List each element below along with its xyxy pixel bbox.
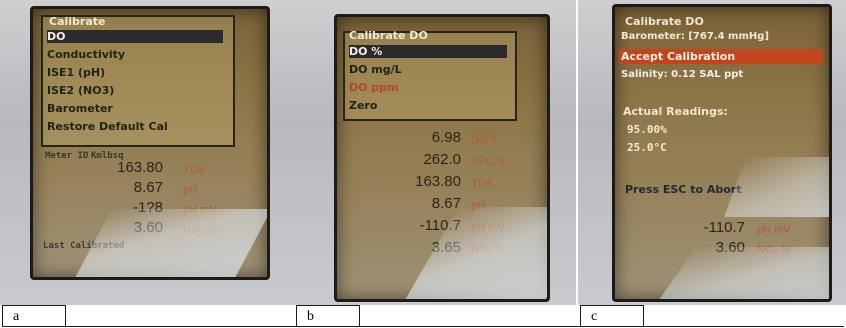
last-calibrated-text: Last Calibrated (43, 241, 125, 251)
temperature-value: 25.0°C (627, 141, 667, 154)
menu-item-restore-default[interactable]: Restore Default Cal (47, 120, 168, 133)
reading-value: -110.7 (703, 219, 745, 236)
menu-title: Calibrate (49, 15, 106, 28)
reading-value: 8.67 (133, 179, 163, 196)
reading-value: -110.7 (419, 217, 461, 234)
calibrate-do-menu: Calibrate DO DO % DO mg/L DO ppm Zero (343, 29, 517, 121)
reading-unit: TDS (183, 164, 205, 176)
panel-label-b: b (296, 305, 360, 327)
actual-readings-label: Actual Readings: (623, 105, 728, 118)
panel-c: Calibrate DO Barometer: [767.4 mmHg] Acc… (578, 0, 846, 327)
reading-value: 6.98 (431, 129, 461, 146)
meter-id-label: Meter ID (45, 151, 89, 161)
salinity-readout: Salinity: 0.12 SAL ppt (621, 69, 744, 80)
device-screen: Calibrate DO DO % DO mg/L DO ppm Zero 6.… (334, 14, 550, 302)
reading-value: 3.65 (431, 239, 461, 256)
panel-a: Calibrate DO Conductivity ISE1 (pH) ISE2… (0, 0, 298, 327)
reading-value: 262.0 (423, 151, 461, 168)
menu-item-ise2[interactable]: ISE2 (NO3) (47, 84, 115, 97)
reading-unit: DO ? (471, 134, 497, 146)
reading-unit: pH mV (471, 222, 505, 234)
reading-unit: pH mV (757, 224, 791, 236)
panel-label-a: a (2, 305, 66, 327)
reading-unit: SPC-N (471, 156, 506, 168)
accept-calibration-button[interactable]: Accept Calibration (619, 49, 823, 64)
menu-item-do-ppm[interactable]: DO ppm (349, 81, 399, 94)
reading-value: 8.67 (431, 195, 461, 212)
reading-unit: pH (471, 200, 486, 212)
do-percent-value: 95.00% (627, 123, 667, 136)
device-screen: Calibrate DO Barometer: [767.4 mmHg] Acc… (612, 4, 832, 302)
reading-value: -1?8 (132, 199, 163, 216)
screen-title: Calibrate DO (625, 15, 704, 28)
menu-item-do-percent[interactable]: DO % (349, 45, 507, 58)
meter-id-value: Kmlbsq (91, 151, 124, 161)
panel-label-c: c (580, 305, 644, 327)
calibrate-menu: Calibrate DO Conductivity ISE1 (pH) ISE2… (41, 15, 235, 147)
reading-value: 163.80 (117, 159, 163, 176)
reading-unit: NO₃-N (757, 244, 790, 256)
menu-item-barometer[interactable]: Barometer (47, 102, 113, 115)
reading-unit: pH mV (183, 204, 217, 216)
reading-unit: NO₃-N (183, 224, 216, 236)
escape-hint: Press ESC to Abort (625, 183, 742, 196)
reading-unit: TDS (471, 178, 493, 190)
reading-value: 3.60 (133, 219, 163, 236)
menu-item-do-mgl[interactable]: DO mg/L (349, 63, 402, 76)
menu-title: Calibrate DO (349, 29, 428, 42)
barometer-readout: Barometer: [767.4 mmHg] (621, 31, 769, 42)
reading-value: 163.80 (415, 173, 461, 190)
menu-item-ise1[interactable]: ISE1 (pH) (47, 66, 106, 79)
device-screen: Calibrate DO Conductivity ISE1 (pH) ISE2… (30, 6, 270, 280)
panel-b: Calibrate DO DO % DO mg/L DO ppm Zero 6.… (296, 0, 576, 327)
menu-item-do[interactable]: DO (47, 30, 223, 43)
menu-item-conductivity[interactable]: Conductivity (47, 48, 126, 61)
reading-value: 3.60 (715, 239, 745, 256)
reading-unit: NO₃-N (471, 244, 504, 256)
menu-item-zero[interactable]: Zero (349, 99, 378, 112)
reading-unit: pH (183, 184, 198, 196)
